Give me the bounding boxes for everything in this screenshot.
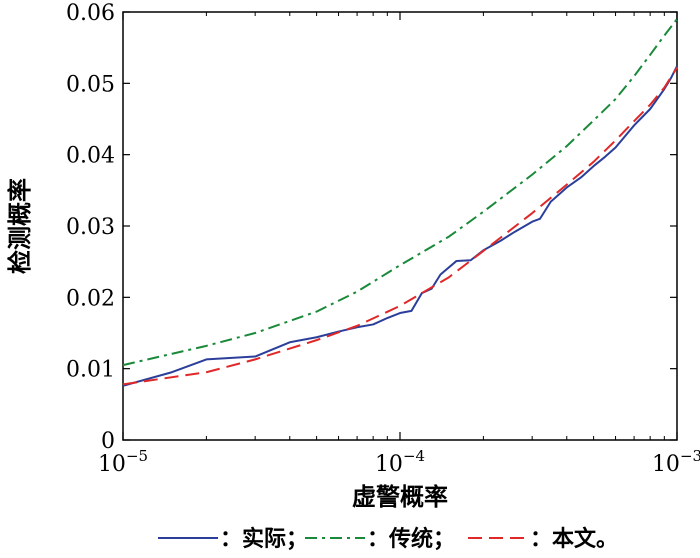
y-axis-title: 检测概率	[6, 178, 34, 274]
series-line-3	[122, 67, 678, 386]
x-tick-label: 10−4	[375, 447, 425, 477]
x-tick-label: 10−5	[98, 447, 148, 477]
y-tick-label: 0.05	[66, 72, 115, 97]
y-tick-label: 0.06	[66, 1, 115, 26]
y-tick-label: 0.01	[66, 358, 115, 383]
x-axis-title: 虚警概率	[352, 483, 448, 511]
y-tick-label: 0.02	[66, 286, 115, 311]
y-tick-label: 0.04	[66, 144, 115, 169]
series-line-2	[122, 18, 678, 367]
y-tick-label: 0.03	[66, 215, 115, 240]
x-axis-ticks: 10−5 10−4 10−3	[98, 12, 700, 477]
legend-label: ：实际；	[220, 526, 308, 552]
y-axis-ticks: 0 0.01 0.02 0.03 0.04 0.05 0.06	[66, 1, 677, 454]
y-tick-label: 0	[101, 429, 115, 454]
series-layer	[122, 18, 678, 387]
series-line-1	[122, 65, 678, 387]
legend: ：实际； ：传统； ：本文。	[158, 526, 618, 552]
legend-label: ：传统；	[367, 526, 455, 552]
x-tick-label: 10−3	[652, 447, 700, 477]
plot-area	[122, 11, 678, 441]
legend-label: ：本文。	[530, 526, 618, 552]
